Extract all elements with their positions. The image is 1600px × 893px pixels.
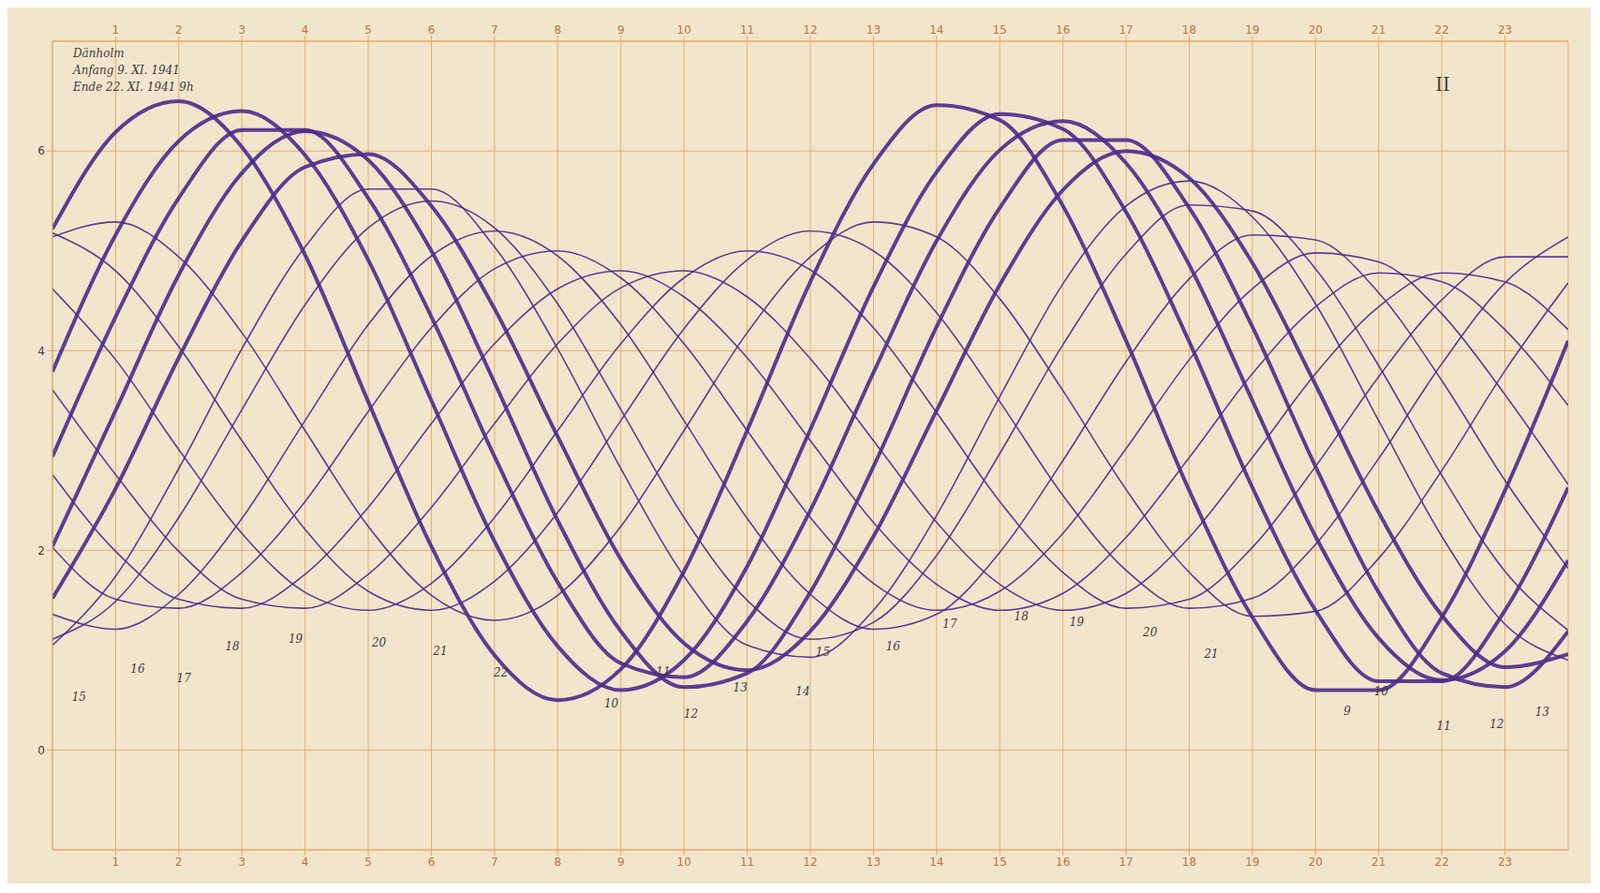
svg-text:7: 7 (490, 23, 499, 37)
svg-text:11: 11 (740, 23, 755, 37)
svg-text:4: 4 (37, 344, 45, 358)
svg-text:19: 19 (1244, 855, 1260, 869)
svg-text:12: 12 (802, 855, 817, 869)
svg-text:4: 4 (301, 23, 310, 37)
svg-text:6: 6 (37, 144, 45, 158)
svg-text:16: 16 (130, 662, 146, 676)
svg-text:2: 2 (175, 855, 183, 869)
svg-text:21: 21 (1371, 23, 1386, 37)
svg-text:14: 14 (929, 855, 944, 869)
svg-text:13: 13 (1535, 705, 1551, 719)
svg-text:2: 2 (37, 544, 45, 558)
svg-text:12: 12 (1489, 717, 1504, 731)
svg-text:20: 20 (1141, 625, 1158, 639)
svg-text:6: 6 (428, 855, 436, 869)
svg-text:10: 10 (1374, 684, 1390, 698)
svg-text:9: 9 (617, 23, 625, 37)
svg-text:18: 18 (1014, 609, 1030, 623)
svg-text:10: 10 (677, 23, 692, 37)
svg-text:9: 9 (1343, 704, 1351, 718)
svg-text:12: 12 (683, 707, 698, 721)
svg-text:16: 16 (1055, 855, 1070, 869)
svg-text:8: 8 (554, 855, 563, 869)
svg-text:3: 3 (237, 855, 246, 869)
svg-text:9: 9 (617, 855, 625, 869)
svg-text:13: 13 (733, 681, 749, 695)
html-text:II: II (1435, 73, 1451, 96)
svg-text:2: 2 (175, 23, 183, 37)
svg-text:11: 11 (1437, 719, 1452, 733)
svg-text:12: 12 (802, 23, 817, 37)
svg-text:20: 20 (370, 636, 387, 650)
svg-text:15: 15 (992, 855, 1008, 869)
svg-text:22: 22 (492, 666, 508, 680)
html-text:Ende 22. XI. 1941 9h: Ende 22. XI. 1941 9h (73, 80, 194, 94)
svg-text:11: 11 (740, 855, 755, 869)
svg-text:22: 22 (1435, 23, 1450, 37)
svg-text:16: 16 (1055, 23, 1070, 37)
svg-text:11: 11 (655, 665, 670, 679)
svg-text:19: 19 (1244, 23, 1260, 37)
svg-text:15: 15 (72, 690, 87, 704)
html-text:Dänholm: Dänholm (73, 46, 125, 60)
svg-text:21: 21 (1371, 855, 1386, 869)
svg-text:10: 10 (604, 696, 620, 711)
svg-text:21: 21 (1202, 647, 1218, 661)
svg-text:19: 19 (288, 632, 304, 646)
svg-text:5: 5 (364, 23, 372, 37)
svg-text:19: 19 (1069, 615, 1085, 629)
svg-text:13: 13 (866, 855, 881, 869)
svg-text:18: 18 (224, 639, 240, 653)
svg-text:0: 0 (37, 743, 45, 757)
svg-text:18: 18 (1182, 23, 1197, 37)
svg-text:8: 8 (554, 23, 563, 37)
svg-text:10: 10 (677, 855, 692, 869)
svg-text:7: 7 (490, 855, 499, 869)
svg-text:14: 14 (929, 23, 944, 37)
svg-text:23: 23 (1497, 855, 1512, 869)
svg-text:5: 5 (364, 855, 372, 869)
svg-text:6: 6 (428, 23, 436, 37)
svg-text:18: 18 (1182, 855, 1197, 869)
svg-text:4: 4 (301, 855, 310, 869)
svg-text:20: 20 (1308, 23, 1323, 37)
svg-text:15: 15 (992, 23, 1008, 37)
html-text:Anfang 9. XI. 1941: Anfang 9. XI. 1941 (73, 63, 180, 77)
svg-text:17: 17 (1118, 23, 1133, 37)
svg-text:17: 17 (177, 671, 193, 685)
svg-text:17: 17 (942, 617, 958, 631)
svg-text:21: 21 (431, 644, 447, 658)
svg-text:14: 14 (795, 684, 810, 698)
svg-text:13: 13 (866, 23, 881, 37)
svg-text:1: 1 (112, 855, 120, 869)
svg-text:3: 3 (237, 23, 246, 37)
svg-text:22: 22 (1435, 855, 1450, 869)
svg-text:16: 16 (886, 639, 902, 653)
svg-text:1: 1 (112, 23, 120, 37)
svg-text:23: 23 (1497, 23, 1512, 37)
svg-text:20: 20 (1308, 855, 1323, 869)
svg-text:15: 15 (815, 645, 830, 659)
svg-text:17: 17 (1118, 855, 1133, 869)
